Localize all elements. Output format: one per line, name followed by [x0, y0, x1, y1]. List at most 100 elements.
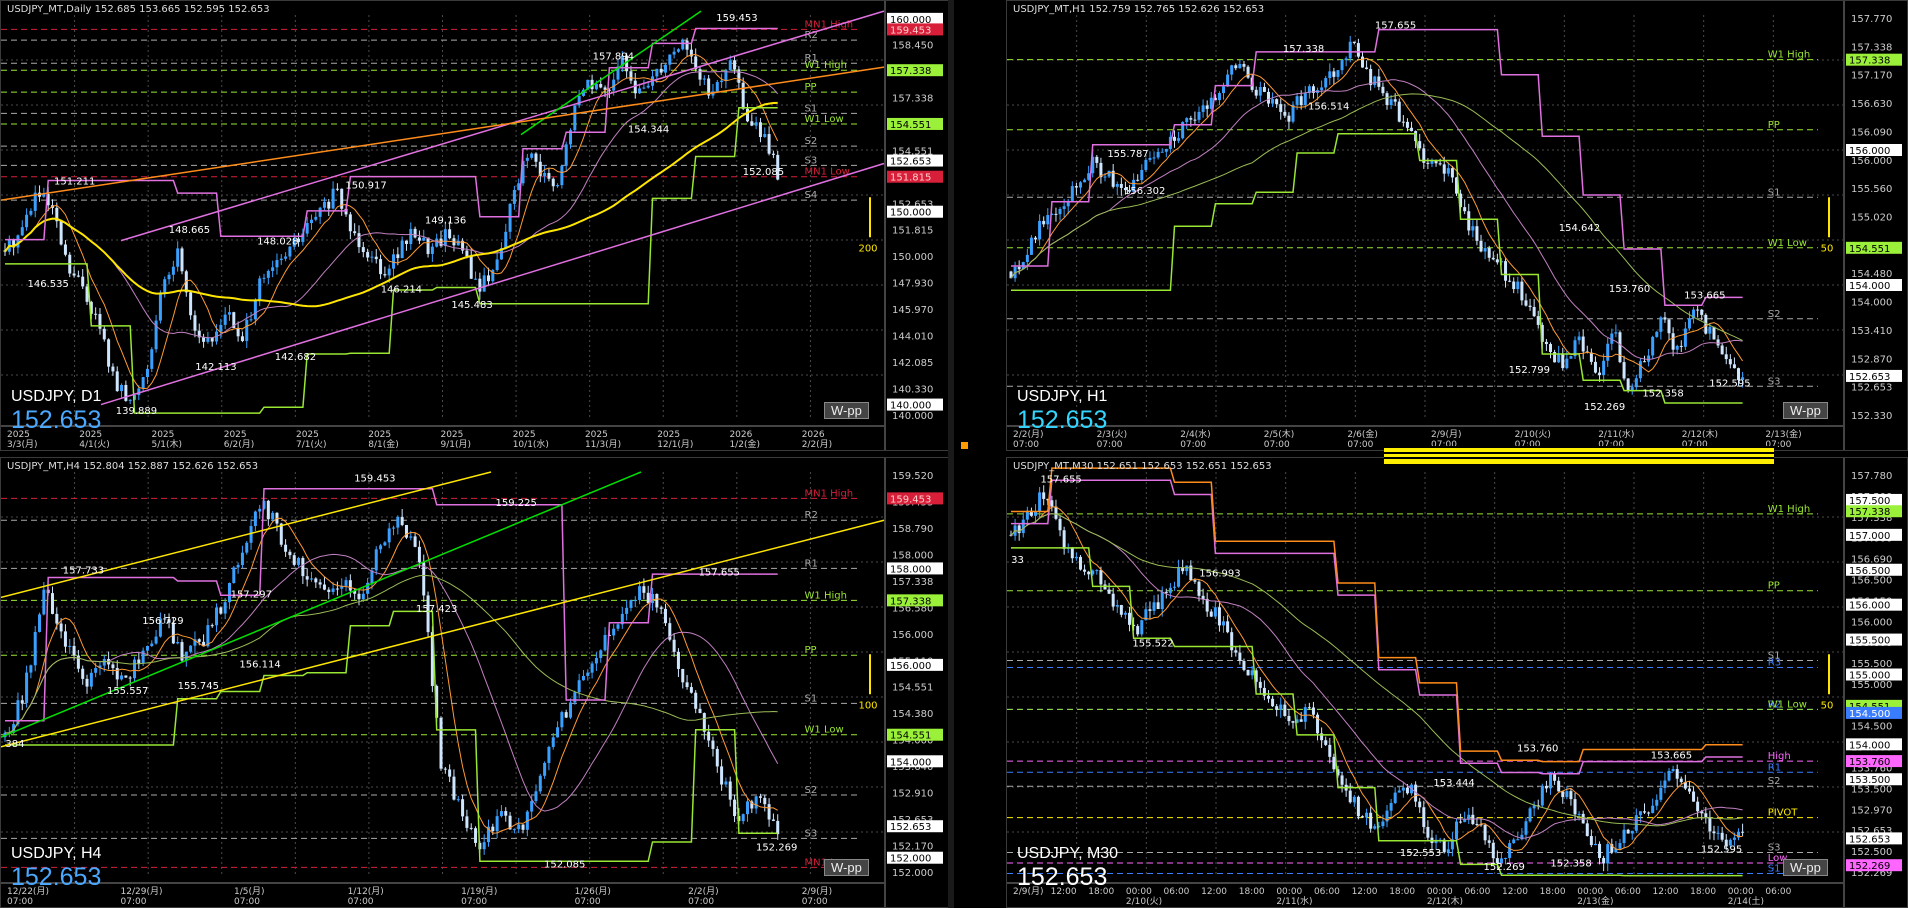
axis-tick-label: 155.560 — [1851, 184, 1892, 195]
time-tick-label: 07:00 — [575, 897, 601, 907]
axis-tick-label: 152.870 — [1851, 354, 1892, 365]
axis-tick-label: 144.010 — [892, 332, 933, 343]
time-tick-label: 06:00 — [1464, 887, 1490, 897]
time-tick-label: 00:00 — [1276, 887, 1302, 897]
axis-price-box — [1846, 859, 1902, 872]
axis-tick-label: 157.780 — [1851, 471, 1892, 482]
axis-price-box-label: 154.000 — [890, 757, 931, 768]
axis-tick-label: 159.520 — [892, 471, 933, 482]
time-tick-label: 18:00 — [1540, 887, 1566, 897]
time-tick-label: 07:00 — [234, 897, 260, 907]
level-label: PIVOT — [1768, 808, 1799, 819]
price-annotation: 156.514 — [1308, 102, 1349, 113]
wpp-button[interactable]: W-pp — [1783, 859, 1828, 876]
axis-tick-label: 153.500 — [1851, 784, 1892, 795]
time-tick-label: 2025 — [7, 430, 30, 440]
time-tick-label: 12/29(月) — [121, 886, 163, 897]
time-tick-label: 2/4(水) — [1180, 428, 1211, 440]
level-label: PP — [1768, 120, 1780, 131]
chart-header-text: USDJPY_MT,H4 152.804 152.887 152.626 152… — [7, 461, 259, 472]
time-tick-label: 18:00 — [1088, 887, 1114, 897]
stepped-support-line — [1011, 547, 1743, 877]
yellow-scroll-bar[interactable] — [1384, 446, 1774, 464]
level-label: S1 — [1768, 651, 1781, 662]
price-annotation: 152.553 — [1400, 848, 1441, 859]
scale-bar-label: 50 — [1821, 700, 1834, 711]
time-tick-label: 07:00 — [1013, 440, 1039, 450]
axis-tick-label: 154.480 — [1851, 269, 1892, 280]
level-label: W1 Low — [805, 114, 844, 125]
time-tick-label: 2025 — [657, 430, 680, 440]
chart-window-h1[interactable]: W1 High PP S1 W1 Low S2 S3 157.655 157.338 156.5… — [1006, 0, 1908, 451]
axis-price-box — [1846, 598, 1902, 611]
chart-window-m30[interactable]: W1 High PP S1 R3 R2 W1 Low High R1 S2 PIVOT S3 Low S… — [1006, 457, 1908, 908]
price-annotation: 152.358 — [1642, 388, 1683, 399]
axis-price-box-label: 159.453 — [890, 25, 931, 36]
time-tick-label: 2025 — [79, 430, 102, 440]
axis-tick-label: 153.640 — [892, 762, 933, 773]
scale-bar-label: 200 — [858, 243, 877, 254]
time-tick-label: 8/1(金) — [368, 438, 399, 450]
axis-tick-label: 157.770 — [1851, 14, 1892, 25]
axis-tick-label: 156.500 — [1851, 575, 1892, 586]
axis-tick-label: 152.653 — [1851, 826, 1892, 837]
price-annotation: 157.655 — [699, 568, 740, 579]
level-label: W1 Low — [1768, 699, 1807, 710]
price-annotation: 384 — [5, 739, 24, 750]
axis-price-box-label: 152.653 — [1849, 834, 1890, 845]
level-label: MN1 High — [805, 19, 854, 30]
level-label: S1 — [805, 693, 818, 704]
vertical-splitter[interactable] — [948, 0, 954, 908]
time-tick-label: 07:00 — [688, 897, 714, 907]
level-label: S1 — [805, 103, 818, 114]
time-tick-label: 2/5(木) — [1264, 428, 1295, 440]
time-tick-label: 06:00 — [1314, 887, 1340, 897]
axis-price-box — [887, 12, 943, 25]
price-annotation: 159.453 — [716, 13, 757, 24]
wpp-button[interactable]: W-pp — [1783, 402, 1828, 419]
axis-tick-label: 152.000 — [892, 868, 933, 879]
axis-price-box-label: 159.453 — [890, 494, 931, 505]
channel-lower-line — [1, 519, 885, 748]
axis-price-box — [887, 728, 943, 741]
current-price-display: 152.653 — [11, 863, 102, 891]
wpp-button[interactable]: W-pp — [824, 859, 869, 876]
axis-price-box-label: 154.000 — [1849, 281, 1890, 292]
price-annotation: 146.535 — [27, 279, 68, 290]
time-tick-label: 12:00 — [1653, 887, 1679, 897]
level-label: S3 — [1768, 376, 1781, 387]
axis-tick-label: 157.170 — [1851, 71, 1892, 82]
time-tick-label: 2/13(金) — [1765, 428, 1801, 440]
level-label: S2 — [805, 136, 818, 147]
axis-price-box-label: 154.551 — [890, 731, 931, 742]
axis-tick-label: 156.630 — [1851, 99, 1892, 110]
scale-bar-label: 100 — [858, 700, 877, 711]
axis-tick-label: 157.338 — [1851, 513, 1892, 524]
time-tick-label: 2/6(金) — [1347, 428, 1378, 440]
time-tick-label: 2/2(月) — [688, 886, 719, 897]
wpp-button[interactable]: W-pp — [824, 402, 869, 419]
price-axis[interactable]: 157.780157.500157.338157.000156.690156.5… — [1843, 458, 1902, 907]
axis-price-box-label: 140.000 — [890, 401, 931, 412]
price-axis[interactable]: 159.520159.453158.790158.000157.338156.5… — [884, 458, 943, 907]
axis-tick-label: 156.090 — [1851, 127, 1892, 138]
level-label: Low — [1768, 853, 1788, 864]
axis-price-box-label: 156.000 — [890, 661, 931, 672]
chart-window-d1[interactable]: MN1 High R2 R1 W1 High PP S1 W1 Low S2 S3 MN1 Low… — [0, 0, 949, 451]
axis-price-box-label: 152.653 — [1849, 372, 1890, 383]
time-tick-label: 07:00 — [1598, 440, 1624, 450]
time-tick-label: 1/12(月) — [348, 886, 384, 897]
time-tick-label: 2026 — [802, 430, 825, 440]
time-tick-label: 2025 — [296, 430, 319, 440]
level-label: S2 — [805, 785, 818, 796]
price-axis[interactable]: 157.770 157.338 157.170 156.630 156.090 156.0… — [1843, 1, 1902, 450]
price-axis[interactable]: 160.000158.450157.660157.338155.735154.5… — [884, 1, 943, 450]
symbol-label: USDJPY, H1 — [1017, 388, 1108, 405]
level-label: R3 — [1768, 658, 1781, 669]
chart-canvas[interactable]: W1 High PP S1 W1 Low S2 S3 157.655 157.338 156.5… — [1007, 1, 1907, 450]
axis-tick-label: 152.170 — [892, 842, 933, 853]
